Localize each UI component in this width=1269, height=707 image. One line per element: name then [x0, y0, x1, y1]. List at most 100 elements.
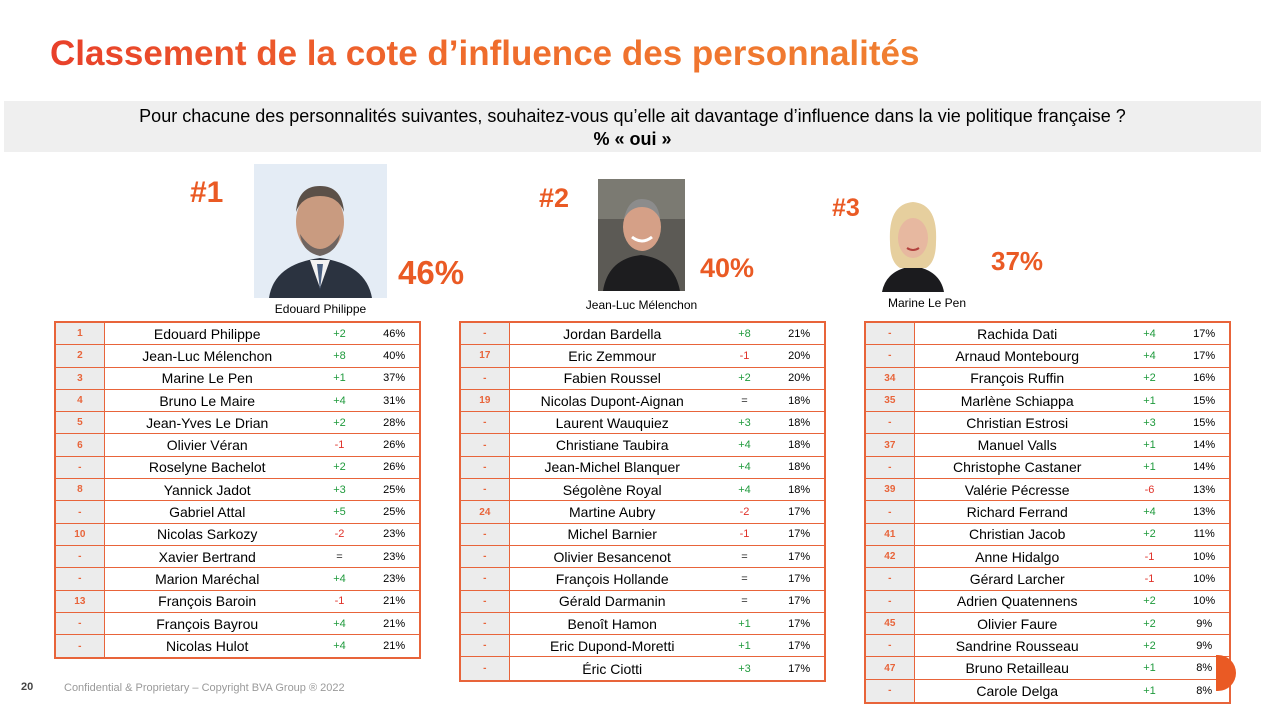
value-cell: 14% — [1193, 461, 1216, 474]
rank-cell: - — [56, 456, 105, 479]
name-cell: Jean-Michel Blanquer — [544, 459, 680, 476]
evolution-cell: +4 — [1143, 349, 1156, 362]
rank-cell: 3 — [56, 367, 105, 389]
value-cell: 18% — [788, 461, 811, 474]
value-cell: 25% — [383, 506, 406, 519]
table-row: 42 Anne Hidalgo -1 10% — [866, 545, 1229, 569]
value-cell: 15% — [1193, 394, 1216, 407]
value-cell: 13% — [1193, 483, 1216, 496]
table-row: - Roselyne Bachelot +2 26% — [56, 456, 419, 480]
evolution-cell: +3 — [738, 662, 751, 675]
table-row: - Michel Barnier -1 17% — [461, 523, 824, 546]
name-cell: Gabriel Attal — [169, 504, 246, 521]
name-cell: Christian Jacob — [968, 526, 1066, 543]
rank-cell: 35 — [866, 389, 915, 412]
value-cell: 21% — [383, 640, 406, 653]
name-cell: Gérard Larcher — [969, 570, 1065, 587]
name-cell: Yannick Jadot — [163, 481, 251, 498]
value-cell: 17% — [788, 639, 811, 652]
unit-label: % « oui » — [593, 129, 672, 149]
table-row: 47 Bruno Retailleau +1 8% — [866, 657, 1229, 680]
name-cell: Sandrine Rousseau — [955, 637, 1079, 654]
name-cell: Carole Delga — [976, 682, 1059, 699]
evolution-cell: -1 — [1144, 572, 1155, 585]
ranking-table-2: - Jordan Bardella +8 21% 17 Eric Zemmour -1 20%… — [459, 321, 826, 682]
table-row: - Fabien Roussel +2 20% — [461, 367, 824, 390]
rank-cell: - — [461, 612, 510, 635]
evolution-cell: +2 — [333, 461, 346, 474]
rank-cell: - — [866, 679, 915, 703]
name-cell: Éric Ciotti — [582, 660, 643, 677]
value-cell: 18% — [788, 394, 811, 407]
podium-name-1: Edouard Philippe — [274, 302, 367, 316]
name-cell: Valérie Pécresse — [964, 481, 1070, 498]
footer-copyright: Confidential & Proprietary – Copyright B… — [64, 682, 345, 694]
rank-cell: - — [461, 434, 510, 456]
ranking-table-1: 1 Edouard Philippe +2 46% 2 Jean-Luc Mélencho… — [54, 321, 421, 660]
rank-cell: - — [866, 456, 915, 479]
table-row: - Jean-Michel Blanquer +4 18% — [461, 456, 824, 480]
name-cell: Anne Hidalgo — [975, 548, 1060, 565]
table-row: - Ségolène Royal +4 18% — [461, 479, 824, 502]
table-row: - Arnaud Montebourg +4 17% — [866, 345, 1229, 368]
value-cell: 17% — [788, 595, 811, 608]
value-cell: 17% — [788, 617, 811, 630]
rank-cell: - — [461, 523, 510, 545]
evolution-cell: +2 — [1143, 528, 1156, 541]
name-cell: Manuel Valls — [977, 437, 1057, 454]
name-cell: Nicolas Dupont-Aignan — [540, 392, 684, 409]
podium-pct-2: 40% — [700, 253, 755, 283]
name-cell: Bruno Retailleau — [965, 660, 1069, 677]
name-cell: Christian Estrosi — [966, 414, 1069, 431]
table-row: - Richard Ferrand +4 13% — [866, 501, 1229, 524]
portrait-photo-2 — [598, 179, 685, 291]
value-cell: 26% — [383, 439, 406, 452]
value-cell: 21% — [383, 617, 406, 630]
rank-cell: - — [866, 568, 915, 590]
rank-cell: 39 — [866, 479, 915, 501]
rank-cell: - — [461, 367, 510, 389]
table-row: 41 Christian Jacob +2 11% — [866, 523, 1229, 546]
value-cell: 37% — [383, 372, 406, 385]
value-cell: 46% — [383, 327, 406, 340]
value-cell: 17% — [1193, 327, 1216, 340]
rank-cell: - — [866, 323, 915, 345]
evolution-cell: +3 — [333, 483, 346, 496]
value-cell: 8% — [1196, 684, 1213, 697]
evolution-cell: +2 — [1143, 639, 1156, 652]
value-cell: 28% — [383, 416, 406, 429]
evolution-cell: -2 — [739, 506, 750, 519]
evolution-cell: +1 — [1143, 439, 1156, 452]
value-cell: 17% — [788, 528, 811, 541]
rank-cell: 34 — [866, 367, 915, 389]
rank-cell: 1 — [56, 323, 105, 345]
rank-cell: - — [866, 501, 915, 523]
rank-cell: - — [56, 501, 105, 523]
table-row: 19 Nicolas Dupont-Aignan = 18% — [461, 389, 824, 413]
rank-cell: 45 — [866, 612, 915, 635]
evolution-cell: +8 — [738, 327, 751, 340]
table-row: - Xavier Bertrand = 23% — [56, 545, 419, 569]
table-row: - Rachida Dati +4 17% — [866, 323, 1229, 346]
name-cell: Marlène Schiappa — [960, 392, 1074, 409]
evolution-cell: +2 — [333, 327, 346, 340]
rank-cell: - — [866, 590, 915, 612]
rank-cell: - — [461, 568, 510, 590]
value-cell: 11% — [1193, 528, 1215, 541]
evolution-cell: +4 — [1143, 506, 1156, 519]
table-row: - Gérald Darmanin = 17% — [461, 590, 824, 613]
value-cell: 14% — [1193, 439, 1216, 452]
rank-cell: 24 — [461, 501, 510, 523]
table-row: 2 Jean-Luc Mélenchon +8 40% — [56, 345, 419, 368]
name-cell: Roselyne Bachelot — [148, 459, 266, 476]
value-cell: 18% — [788, 483, 811, 496]
table-row: - Olivier Besancenot = 17% — [461, 545, 824, 569]
page-title: Classement de la cote d’influence des pe… — [50, 34, 920, 73]
evolution-cell: +1 — [1143, 662, 1156, 675]
evolution-cell: -1 — [739, 528, 750, 541]
evolution-cell: +1 — [1143, 684, 1156, 697]
value-cell: 17% — [788, 506, 811, 519]
evolution-cell: +4 — [738, 483, 751, 496]
rank-cell: 10 — [56, 523, 105, 545]
name-cell: Jordan Bardella — [563, 325, 662, 342]
